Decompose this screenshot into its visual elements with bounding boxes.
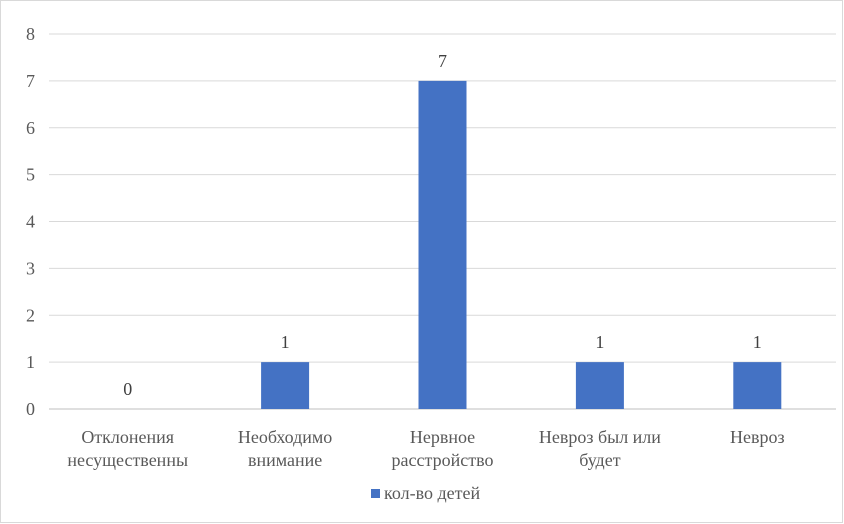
x-category-label-line: Невроз был или (539, 427, 661, 447)
data-label: 1 (753, 332, 762, 352)
y-tick-label: 0 (26, 399, 35, 419)
x-category-label-line: несущественны (67, 450, 188, 470)
bar (418, 80, 467, 409)
x-category-label: Невроз был или будет (539, 427, 661, 470)
y-tick-label: 8 (26, 24, 35, 44)
x-category-label-line: Нервное (410, 427, 475, 447)
bar (261, 362, 310, 409)
x-category-label-line: внимание (248, 450, 322, 470)
y-tick-label: 1 (26, 352, 35, 372)
x-category-label: Нервное расстройство (392, 427, 494, 470)
data-labels: 0 1 7 1 1 (123, 51, 762, 399)
legend-label: кол-во детей (384, 483, 480, 503)
y-tick-label: 3 (26, 258, 35, 278)
data-label: 0 (123, 379, 132, 399)
x-category-label: Невроз (730, 427, 785, 447)
y-tick-label: 4 (26, 212, 35, 232)
bars (261, 80, 782, 409)
x-category-label-line: Невроз (730, 427, 785, 447)
x-category-label: Отклонения несущественны (67, 427, 188, 470)
y-tick-label: 6 (26, 118, 35, 138)
x-category-label-line: Необходимо (238, 427, 332, 447)
legend: кол-во детей (371, 483, 480, 503)
x-axis-labels: Отклонения несущественны Необходимо внимани… (67, 427, 784, 470)
y-tick-label: 5 (26, 165, 35, 185)
x-category-label: Необходимо внимание (238, 427, 332, 470)
legend-swatch (371, 489, 380, 498)
bar (575, 362, 624, 409)
x-category-label-line: расстройство (392, 450, 494, 470)
x-category-label-line: будет (579, 450, 620, 470)
x-category-label-line: Отклонения (81, 427, 174, 447)
y-tick-label: 7 (26, 71, 35, 91)
data-label: 1 (281, 332, 290, 352)
data-label: 7 (438, 51, 447, 71)
y-axis-ticks: 0 1 2 3 4 5 6 7 8 (26, 24, 35, 419)
y-tick-label: 2 (26, 305, 35, 325)
data-label: 1 (595, 332, 604, 352)
bar (733, 362, 782, 409)
